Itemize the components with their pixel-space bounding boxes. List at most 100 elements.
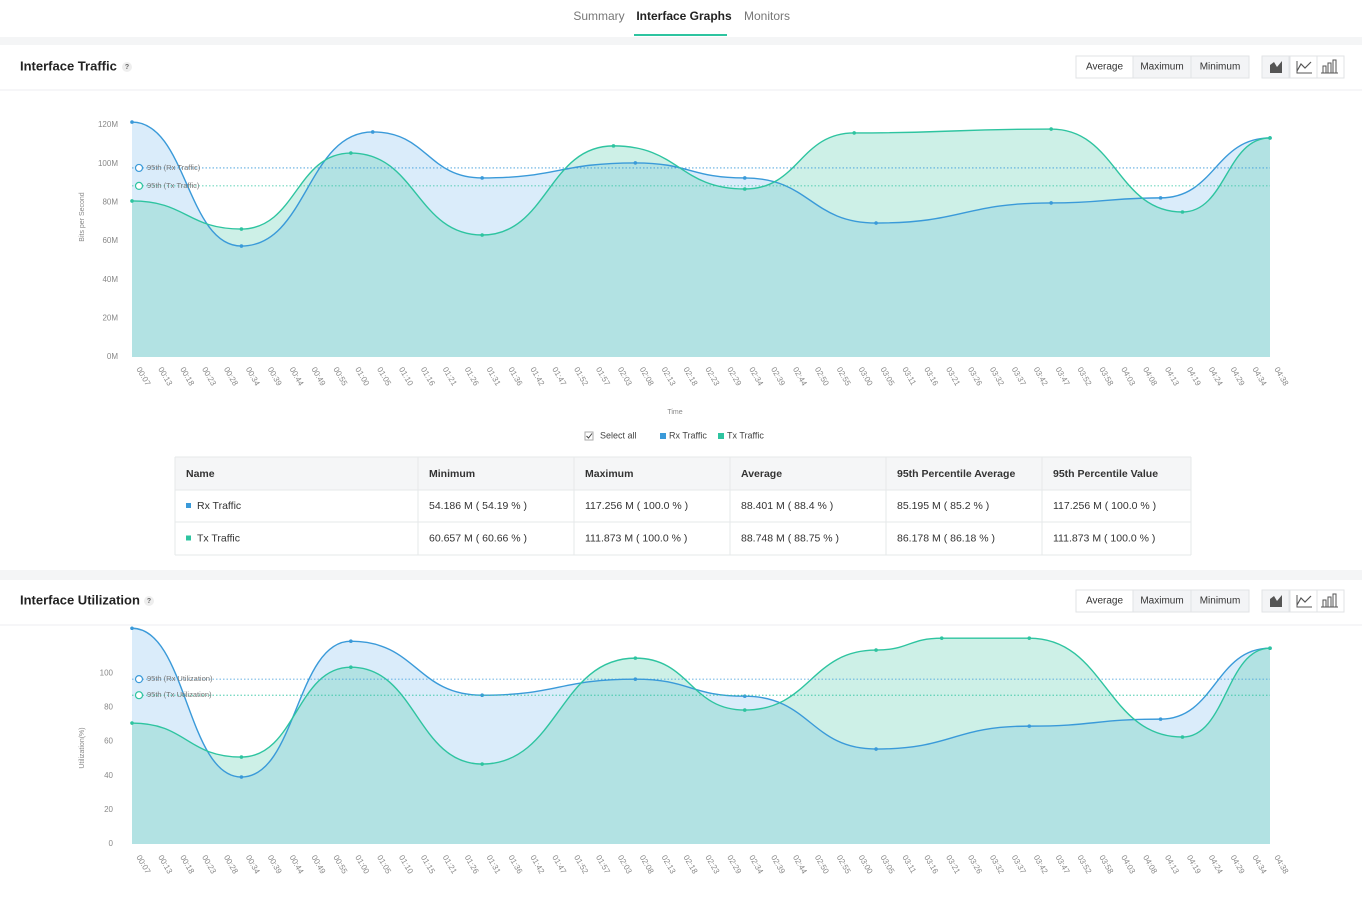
x-tick-label: 04:38 <box>1272 854 1290 876</box>
legend-select-all[interactable]: Select all <box>600 430 637 440</box>
x-tick-label: 02:50 <box>813 854 831 876</box>
reference-marker <box>134 675 144 684</box>
table-cell: 60.657 M ( 60.66 % ) <box>429 532 527 544</box>
data-point <box>1027 724 1032 728</box>
x-tick-label: 02:44 <box>791 366 809 388</box>
x-tick-label: 03:26 <box>966 854 984 876</box>
series-line <box>131 121 1271 247</box>
help-icon[interactable] <box>122 62 132 72</box>
table-header: 95th Percentile Value <box>1053 468 1158 480</box>
y-tick-label: 80 <box>104 702 113 711</box>
button-label[interactable]: Minimum <box>1200 596 1241 607</box>
legend-label[interactable]: Rx Traffic <box>669 430 707 440</box>
table-cell: 117.256 M ( 100.0 % ) <box>585 500 688 512</box>
x-tick-label: 04:19 <box>1185 366 1203 388</box>
x-tick-label: 04:08 <box>1141 854 1159 876</box>
x-tick-label: 01:05 <box>375 366 393 388</box>
x-tick-label: 03:58 <box>1097 366 1115 388</box>
data-point <box>370 130 375 134</box>
x-tick-label: 02:08 <box>638 366 656 388</box>
x-tick-label: 03:52 <box>1075 366 1093 388</box>
y-tick-label: 40M <box>102 275 118 284</box>
data-point <box>349 665 353 669</box>
x-tick-label: 02:18 <box>682 854 700 876</box>
tab[interactable]: Summary <box>573 9 624 23</box>
y-tick-label: 0 <box>109 839 114 848</box>
y-tick-label: 0M <box>107 352 118 361</box>
tab-underline <box>634 34 727 36</box>
data-point <box>1027 636 1032 640</box>
x-tick-label: 04:08 <box>1141 366 1159 388</box>
button-label[interactable]: Maximum <box>1140 596 1183 607</box>
x-tick-label: 02:29 <box>725 366 743 388</box>
x-tick-label: 03:52 <box>1075 854 1093 876</box>
divider <box>0 570 1362 580</box>
x-tick-label: 01:26 <box>463 366 481 388</box>
series-area <box>132 122 1270 357</box>
legend-checkbox[interactable] <box>584 431 594 441</box>
data-point <box>1158 717 1163 721</box>
table-header: Minimum <box>429 468 475 480</box>
x-tick-label: 01:57 <box>594 366 612 388</box>
x-tick-label: 03:42 <box>1032 854 1050 876</box>
x-tick-label: 01:10 <box>397 854 415 876</box>
button-label[interactable]: Average <box>1086 62 1124 73</box>
data-point <box>1158 196 1163 200</box>
x-tick-label: 02:50 <box>813 366 831 388</box>
y-tick-label: 100M <box>98 159 118 168</box>
button-label[interactable]: Maximum <box>1140 62 1183 73</box>
table-header: Name <box>186 468 215 480</box>
x-tick-label: 03:47 <box>1054 854 1072 876</box>
x-tick-label: 01:31 <box>485 854 503 876</box>
x-tick-label: 02:29 <box>725 854 743 876</box>
x-tick-label: 00:18 <box>178 854 196 876</box>
table-header: 95th Percentile Average <box>897 468 1015 480</box>
x-tick-label: 03:05 <box>879 366 897 388</box>
x-tick-label: 01:21 <box>441 854 459 876</box>
tab[interactable]: Interface Graphs <box>636 9 732 23</box>
data-point <box>742 176 747 180</box>
data-point <box>874 648 878 652</box>
table-cell: 85.195 M ( 85.2 % ) <box>897 500 989 512</box>
button[interactable] <box>1190 589 1250 613</box>
button-label[interactable]: Minimum <box>1200 62 1241 73</box>
data-point <box>633 161 638 165</box>
data-point <box>349 639 353 644</box>
x-tick-label: 02:03 <box>616 854 634 876</box>
x-tick-label: 01:31 <box>485 366 503 388</box>
x-tick-label: 04:13 <box>1163 854 1181 876</box>
icon-area <box>1270 61 1282 73</box>
table-header-bg <box>175 457 1191 490</box>
table-cell: 88.748 M ( 88.75 % ) <box>741 532 839 544</box>
x-tick-label: 03:37 <box>1010 854 1028 876</box>
legend-label[interactable]: Tx Traffic <box>727 430 764 440</box>
x-tick-label: 01:10 <box>397 366 415 388</box>
data-point <box>239 227 244 231</box>
tab[interactable]: Monitors <box>744 9 790 23</box>
x-tick-label: 01:42 <box>528 854 546 876</box>
y-tick-label: 40 <box>104 771 113 780</box>
help-icon[interactable] <box>144 596 154 606</box>
table-cell: 117.256 M ( 100.0 % ) <box>1053 500 1156 512</box>
x-tick-label: 00:44 <box>288 854 306 876</box>
data-point <box>239 775 244 779</box>
x-tick-label: 02:55 <box>835 854 853 876</box>
x-tick-label: 04:13 <box>1163 366 1181 388</box>
data-point <box>239 755 244 759</box>
x-tick-label: 01:52 <box>572 854 590 876</box>
icon-line <box>1296 595 1312 606</box>
table-header: Average <box>741 468 782 480</box>
x-tick-label: 02:08 <box>638 854 656 876</box>
table-cell: Tx Traffic <box>197 532 240 544</box>
table-cell: 86.178 M ( 86.18 % ) <box>897 532 995 544</box>
x-tick-label: 04:34 <box>1251 854 1269 876</box>
data-point <box>349 151 353 155</box>
icon-line-axis <box>1296 61 1312 74</box>
button[interactable] <box>1190 55 1250 79</box>
x-tick-label: 02:13 <box>660 366 678 388</box>
table-cell: 54.186 M ( 54.19 % ) <box>429 500 527 512</box>
x-tick-label: 01:42 <box>528 366 546 388</box>
button-label[interactable]: Average <box>1086 596 1124 607</box>
x-tick-label: 04:24 <box>1207 854 1225 876</box>
x-tick-label: 00:34 <box>244 854 262 876</box>
